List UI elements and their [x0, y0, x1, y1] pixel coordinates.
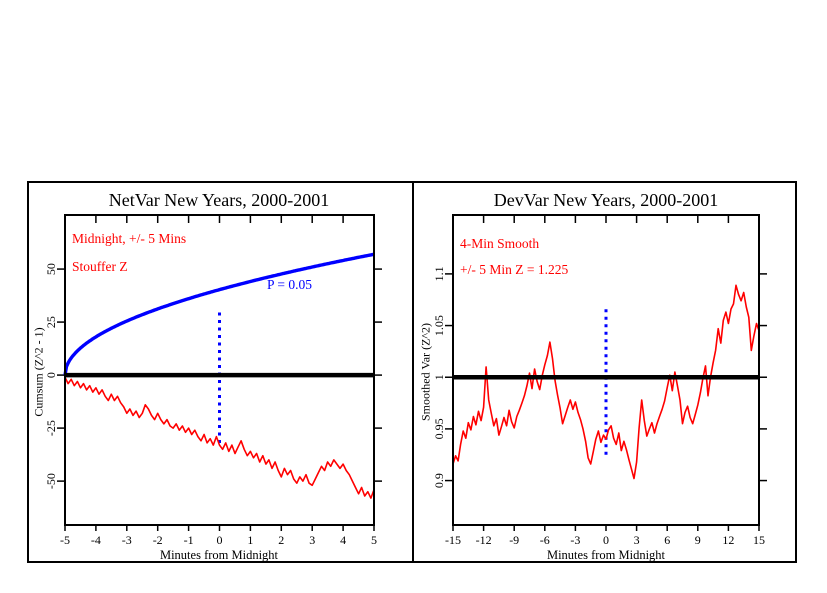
netvar-y-axis-title: Cumsum (Z^2 - 1)	[31, 327, 46, 417]
devvar-x-tick-label: 0	[603, 533, 609, 547]
panel-divider	[412, 181, 414, 563]
devvar-x-tick-label: 3	[634, 533, 640, 547]
netvar-y-tick-label: 0	[44, 372, 58, 378]
devvar-y-tick-label: 1.1	[432, 266, 446, 281]
devvar-x-tick-label: 6	[664, 533, 670, 547]
devvar-annotation-smooth: 4-Min Smooth	[460, 236, 540, 251]
devvar-y-tick-label: 0.95	[432, 418, 446, 439]
devvar-x-tick-label: -15	[445, 533, 461, 547]
netvar-envelope-curve	[63, 252, 375, 376]
devvar-x-tick-label: -9	[509, 533, 519, 547]
netvar-annotation-stat: Stouffer Z	[72, 259, 128, 274]
netvar-x-tick-label: 1	[247, 533, 253, 547]
devvar-y-axis-title: Smoothed Var (Z^2)	[418, 322, 433, 422]
netvar-x-tick-label: -3	[122, 533, 132, 547]
devvar-annotation-z: +/- 5 Min Z = 1.225	[460, 262, 569, 277]
devvar-y-tick-label: 1	[432, 374, 446, 380]
netvar-data-series	[64, 376, 375, 499]
netvar-x-tick-label: -4	[91, 533, 101, 547]
devvar-x-tick-label: 9	[695, 533, 701, 547]
netvar-x-tick-label: -5	[60, 533, 70, 547]
netvar-annotation-window: Midnight, +/- 5 Mins	[72, 231, 187, 246]
netvar-x-tick-label: -2	[153, 533, 163, 547]
netvar-plot-box	[64, 214, 375, 526]
netvar-y-tick-label: -50	[44, 473, 58, 489]
netvar-x-tick-label: 5	[371, 533, 377, 547]
devvar-plot-box	[452, 214, 760, 526]
netvar-plot: -5 -4 -3 -2 -1 0 1 2 3 4 5 -50 -25 0 25 50	[44, 214, 382, 547]
devvar-data-series	[452, 284, 760, 480]
netvar-x-axis-title: Minutes from Midnight	[159, 548, 279, 562]
devvar-x-tick-label: 15	[753, 533, 765, 547]
netvar-x-tick-label: 4	[340, 533, 346, 547]
netvar-y-tick-label: 25	[44, 316, 58, 328]
devvar-x-tick-label: -3	[570, 533, 580, 547]
netvar-x-tick-label: 2	[278, 533, 284, 547]
devvar-x-tick-label: -12	[476, 533, 492, 547]
devvar-x-tick-label: 12	[722, 533, 734, 547]
devvar-x-axis-title: Minutes from Midnight	[546, 548, 666, 562]
devvar-x-tick-label: -6	[540, 533, 550, 547]
devvar-title: DevVar New Years, 2000-2001	[493, 190, 719, 210]
netvar-annotation-pvalue: P = 0.05	[267, 277, 312, 292]
netvar-x-tick-label: 0	[217, 533, 223, 547]
netvar-x-tick-label: 3	[309, 533, 315, 547]
netvar-y-tick-label: -25	[44, 420, 58, 436]
netvar-x-tick-label: -1	[184, 533, 194, 547]
netvar-title: NetVar New Years, 2000-2001	[108, 190, 330, 210]
devvar-y-tick-label: 1.05	[432, 315, 446, 336]
devvar-plot: -15 -12 -9 -6 -3 0 3 6 9 12 15 0.9 0.95 1 1.05 1.1	[432, 214, 767, 547]
devvar-y-tick-label: 0.9	[432, 473, 446, 488]
netvar-y-tick-label: 50	[44, 263, 58, 275]
